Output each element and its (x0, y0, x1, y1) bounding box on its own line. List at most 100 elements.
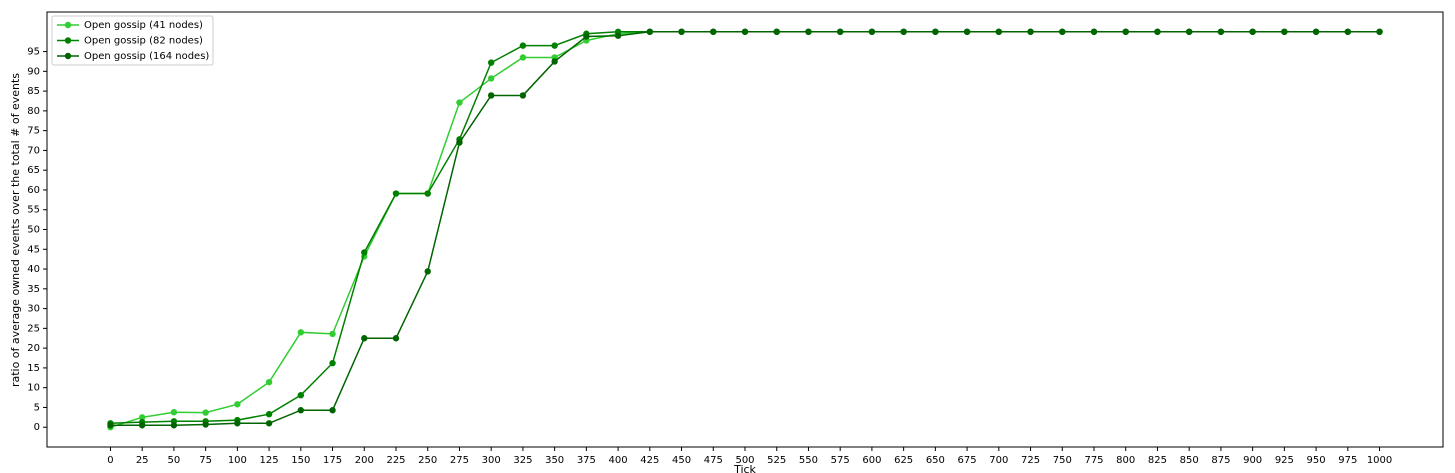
point (297, 407, 305, 414)
point (170, 409, 178, 416)
y-tick-label: 60 (27, 185, 40, 196)
x-tick-label: 150 (291, 455, 310, 466)
series-line (110, 31, 1380, 428)
x-axis-title: Tick (733, 463, 756, 473)
point (1281, 28, 1288, 35)
y-tick-label: 5 (34, 402, 40, 413)
legend-label: Open gossip (164 nodes) (84, 51, 209, 62)
x-tick-label: 900 (1243, 455, 1262, 466)
point (805, 28, 812, 35)
point (710, 28, 717, 35)
legend-label: Open gossip (41 nodes) (84, 20, 203, 31)
point (836, 28, 844, 35)
x-tick-label: 100 (228, 455, 247, 466)
point (329, 359, 336, 367)
point (1376, 28, 1383, 35)
point (202, 421, 209, 428)
x-tick-label: 50 (168, 455, 181, 466)
x-tick-label: 700 (989, 455, 1008, 466)
legend-box (51, 15, 214, 66)
point (900, 28, 907, 35)
point (138, 422, 146, 429)
point (297, 329, 305, 336)
point (963, 28, 971, 35)
point (741, 28, 749, 35)
point (1312, 28, 1320, 35)
legend-marker (64, 21, 72, 29)
series-line (110, 31, 1380, 426)
x-tick-label: 1000 (1367, 455, 1392, 466)
series-line (110, 31, 1380, 425)
point (551, 42, 558, 49)
point (519, 42, 527, 49)
x-tick-label: 625 (894, 455, 913, 466)
point (1090, 28, 1098, 35)
point (868, 28, 876, 35)
y-tick-label: 0 (34, 422, 40, 433)
x-tick-label: 825 (1148, 455, 1167, 466)
point (1154, 28, 1161, 35)
x-tick-label: 450 (672, 455, 691, 466)
point (392, 335, 400, 342)
y-tick-label: 75 (27, 126, 40, 137)
point (361, 249, 368, 256)
point (551, 58, 558, 65)
point (678, 28, 685, 35)
x-tick-label: 125 (260, 455, 279, 466)
x-tick-label: 750 (1053, 455, 1072, 466)
x-tick-label: 200 (355, 455, 374, 466)
x-tick-label: 600 (862, 455, 881, 466)
y-tick-label: 20 (27, 343, 40, 354)
point (361, 335, 368, 342)
x-tick-label: 225 (386, 455, 405, 466)
x-tick-label: 775 (1084, 455, 1103, 466)
x-tick-label: 175 (323, 455, 342, 466)
x-tick-label: 500 (735, 455, 754, 466)
y-tick-label: 80 (27, 106, 40, 117)
x-tick-label: 650 (926, 455, 945, 466)
x-tick-label: 725 (1021, 455, 1040, 466)
y-tick-label: 35 (27, 284, 40, 295)
x-tick-label: 475 (704, 455, 723, 466)
point (614, 32, 622, 39)
y-tick-label: 50 (27, 225, 40, 236)
point (329, 330, 336, 338)
point (1122, 28, 1129, 35)
y-tick-label: 40 (27, 264, 40, 275)
point (234, 401, 241, 408)
x-tick-label: 850 (1180, 455, 1199, 466)
x-tick-label: 25 (136, 455, 149, 466)
x-tick-label: 425 (640, 455, 659, 466)
y-tick-label: 45 (27, 244, 40, 255)
point (202, 409, 209, 416)
point (265, 378, 273, 386)
point (297, 391, 305, 399)
y-tick-label: 95 (27, 47, 40, 58)
point (1027, 28, 1034, 35)
x-tick-label: 0 (107, 455, 113, 466)
point (773, 28, 780, 35)
point (1344, 28, 1352, 35)
legend-marker (64, 37, 72, 44)
legend-label: Open gossip (82 nodes) (84, 36, 203, 47)
y-tick-label: 55 (27, 205, 40, 216)
point (519, 54, 527, 61)
y-tick-label: 65 (27, 165, 40, 176)
point (265, 420, 273, 427)
x-tick-label: 875 (1211, 455, 1230, 466)
point (424, 268, 431, 275)
y-tick-label: 10 (27, 383, 40, 394)
x-tick-label: 250 (418, 455, 437, 466)
x-tick-label: 975 (1338, 455, 1357, 466)
point (487, 92, 495, 99)
point (646, 28, 654, 35)
point (995, 28, 1003, 35)
point (487, 59, 495, 66)
x-tick-label: 75 (199, 455, 212, 466)
legend-marker (64, 52, 72, 60)
x-tick-label: 525 (767, 455, 786, 466)
point (424, 190, 431, 197)
point (170, 422, 178, 429)
point (392, 190, 400, 197)
